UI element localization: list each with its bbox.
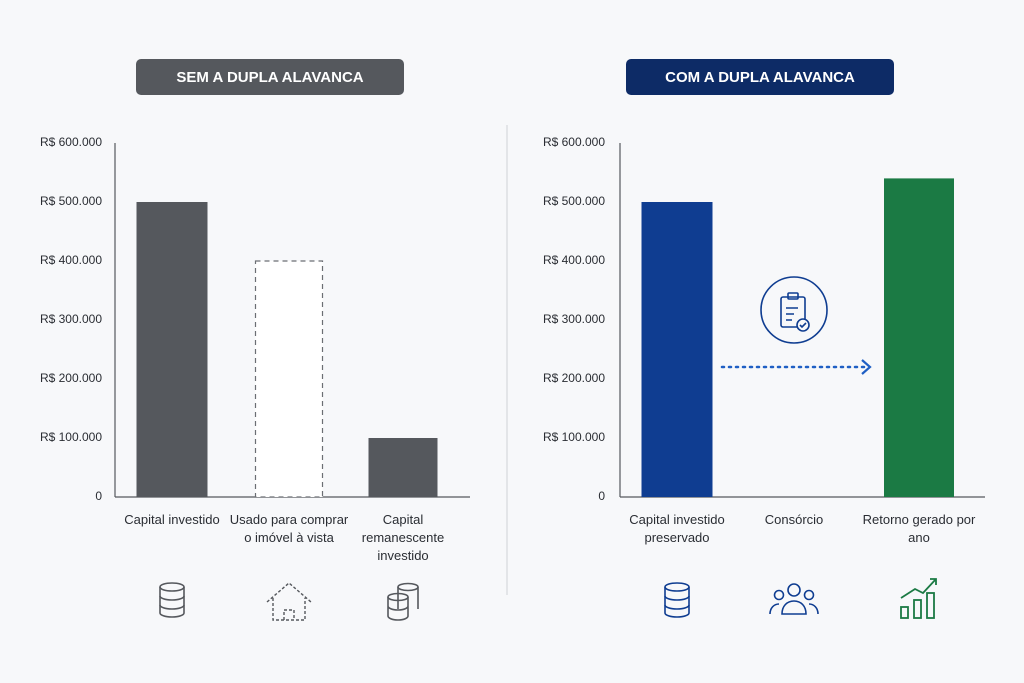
x-tick-label: Consórcio xyxy=(764,512,824,527)
people-icon xyxy=(769,583,819,615)
y-tick-label: 0 xyxy=(598,489,605,503)
title-pill xyxy=(136,59,404,95)
growth-icon xyxy=(900,578,937,619)
y-tick-label: R$ 100.000 xyxy=(40,430,102,444)
x-tick-label: Capital investido preservado xyxy=(629,512,725,545)
bar xyxy=(254,260,324,498)
x-tick-label: Capital remanescente investido xyxy=(361,512,445,563)
coins-stack-icon xyxy=(387,582,419,621)
x-tick-label: Retorno gerado por ano xyxy=(862,512,976,545)
y-tick-label: R$ 200.000 xyxy=(543,371,605,385)
y-tick-label: R$ 300.000 xyxy=(40,312,102,326)
y-tick-label: R$ 600.000 xyxy=(543,135,605,149)
house-icon xyxy=(266,582,312,621)
bar xyxy=(884,178,954,497)
bar xyxy=(641,202,713,497)
y-tick-label: R$ 400.000 xyxy=(543,253,605,267)
y-tick-label: R$ 300.000 xyxy=(543,312,605,326)
chart-title: SEM A DUPLA ALAVANCA xyxy=(176,69,363,86)
bar xyxy=(368,438,438,497)
y-tick-label: R$ 400.000 xyxy=(40,253,102,267)
y-tick-label: R$ 500.000 xyxy=(543,194,605,208)
y-tick-label: 0 xyxy=(95,489,102,503)
y-tick-label: R$ 600.000 xyxy=(40,135,102,149)
title-pill xyxy=(626,59,894,95)
chart-title: COM A DUPLA ALAVANCA xyxy=(665,69,855,86)
y-tick-label: R$ 200.000 xyxy=(40,371,102,385)
coins-icon xyxy=(159,582,185,618)
arrow xyxy=(720,359,872,375)
y-tick-label: R$ 500.000 xyxy=(40,194,102,208)
clipboard-icon xyxy=(760,276,828,344)
coins-icon xyxy=(664,582,690,618)
bar xyxy=(136,202,208,497)
y-tick-label: R$ 100.000 xyxy=(543,430,605,444)
x-tick-label: Usado para comprar o imóvel à vista xyxy=(229,512,349,545)
x-tick-label: Capital investido xyxy=(124,512,220,527)
